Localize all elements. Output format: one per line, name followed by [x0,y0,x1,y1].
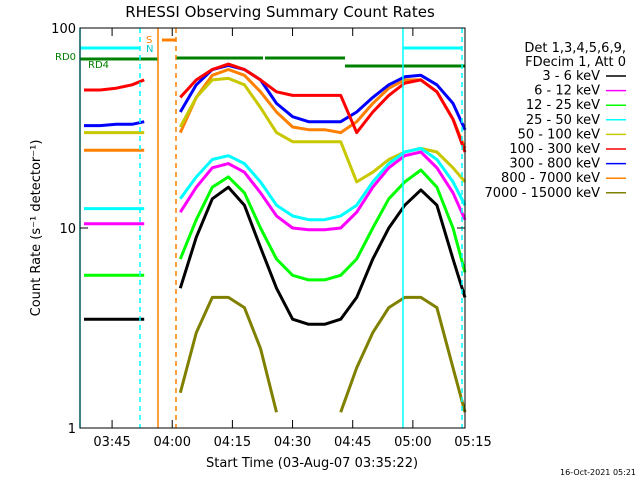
series-line [84,146,467,222]
series-line [84,62,467,153]
y-axis-label: Count Rate (s⁻¹ detector⁻¹) [29,140,44,317]
series-line [84,185,467,326]
series-line [178,295,467,413]
legend-label: 300 - 800 keV [509,157,600,172]
legend-label: 50 - 100 keV [518,127,601,142]
y-tick-label: 100 [51,22,76,37]
legend-header: FDecim 1, Att 0 [525,55,626,70]
annotation: RD0 [55,52,76,63]
plot-area [84,62,467,413]
legend-header: Det 1,3,4,5,6,9, [524,41,626,56]
chart-title: RHESSI Observing Summary Count Rates [125,3,435,21]
y-tick-label: 1 [68,422,76,437]
legend-label: 6 - 12 keV [534,84,600,99]
annotation: N [146,44,153,55]
x-tick-label: 04:00 [154,435,191,450]
series-line [84,168,467,282]
legend-label: 3 - 6 keV [542,69,600,84]
legend-label: 100 - 300 keV [509,142,600,157]
x-tick-label: 05:15 [454,435,491,450]
legend-label: 7000 - 15000 keV [485,186,601,201]
x-tick-label: 05:00 [394,435,431,450]
x-tick-label: 03:45 [93,435,130,450]
annotation: S [146,35,152,46]
series-line [84,150,467,232]
x-tick-label: 04:45 [334,435,371,450]
x-tick-label: 04:30 [274,435,311,450]
annotation: RD4 [88,60,109,71]
x-tick-label: 04:15 [214,435,251,450]
legend-label: 12 - 25 keV [526,98,600,113]
y-tick-label: 10 [59,222,76,237]
x-axis-label: Start Time (03-Aug-07 03:35:22) [206,456,418,471]
legend-label: 25 - 50 keV [526,113,600,128]
legend-label: 800 - 7000 keV [501,171,600,186]
footer: 16-Oct-2021 05:21 [560,468,636,477]
